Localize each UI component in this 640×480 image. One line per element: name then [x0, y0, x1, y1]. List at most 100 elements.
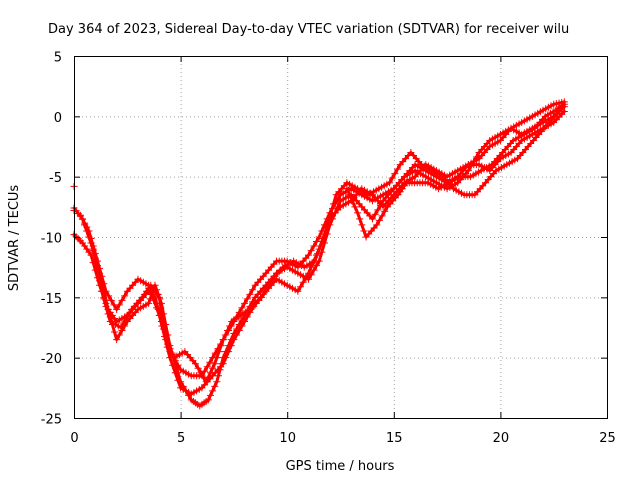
series-track-2-point — [206, 391, 214, 399]
series-track-3-point — [150, 296, 158, 304]
series-track-3-point — [76, 211, 84, 219]
series-track-4-point — [209, 364, 217, 372]
grid — [74, 56, 607, 418]
series-track-3-point — [115, 301, 123, 309]
series-track-4-point — [327, 209, 335, 217]
y-tick-label: -10 — [41, 232, 62, 247]
series-track-4-point — [125, 310, 133, 318]
series-track-4-point — [96, 277, 104, 285]
series-track-3-point — [79, 215, 87, 223]
series-track-3-point — [302, 274, 310, 282]
series-track-4-point — [211, 360, 219, 368]
series-track-4-point — [319, 235, 327, 243]
series-track-1-point — [315, 233, 323, 241]
series-track-4-point — [322, 227, 330, 235]
series-track-4-point — [215, 348, 223, 356]
series-track-3-point — [294, 287, 302, 295]
series-track-5-point — [354, 209, 362, 217]
series-track-2-point — [371, 210, 379, 218]
x-axis-label: GPS time / hours — [286, 459, 395, 474]
series-track-1-point — [305, 251, 313, 259]
series-track-3-point — [105, 292, 113, 300]
x-tick-labels: 0 5 10 15 20 25 — [70, 431, 615, 446]
series-track-1-point — [238, 304, 246, 312]
series-track-5-point — [348, 197, 356, 205]
series-track-4-point — [104, 310, 112, 318]
series-track-2-point — [313, 262, 321, 270]
series-track-1-point — [310, 242, 318, 250]
series-track-4-point — [120, 319, 128, 327]
series-track-3-point — [225, 348, 233, 356]
series-track-5-point — [378, 212, 386, 220]
series-track-4-point — [93, 266, 101, 274]
series-track-4-point — [204, 373, 212, 381]
series-track-4-point — [324, 218, 332, 226]
series-track-4-point — [155, 293, 163, 301]
series-track-3-point — [305, 269, 313, 277]
y-tick-label: 0 — [54, 111, 62, 126]
series-track-3-point — [560, 108, 568, 116]
series-track-5-point — [381, 207, 389, 215]
series-track-5-point — [356, 215, 364, 223]
series-track-2-point — [115, 331, 123, 339]
series-track-2-point — [211, 382, 219, 390]
series-track-4-point — [316, 242, 324, 250]
series-track-3-point — [121, 292, 129, 300]
series-track-4-point — [162, 336, 170, 344]
series-track-4-point — [217, 342, 225, 350]
series-track-5-point — [343, 185, 351, 193]
series-track-4-point — [85, 233, 93, 241]
series-track-4-point — [102, 302, 110, 310]
series-track-1-point — [246, 290, 254, 298]
series-track-2-point — [145, 299, 153, 307]
series-track-3-point — [297, 283, 305, 291]
series-track-4-point — [213, 354, 221, 362]
series-track-4-point — [166, 345, 174, 353]
series-track-4-point — [266, 280, 274, 288]
series-track-5-point — [358, 221, 366, 229]
series-track-4-point — [192, 360, 200, 368]
x-tick-label: 20 — [493, 431, 510, 446]
y-tick-label: -15 — [41, 292, 62, 307]
series-track-4-point — [224, 327, 232, 335]
series-track-4-point — [157, 304, 165, 312]
series-track-4-point — [394, 165, 402, 173]
series-track-5-point — [373, 221, 381, 229]
series-track-5-point — [375, 216, 383, 224]
series-track-1-point — [206, 358, 214, 366]
series-track-4-point — [197, 369, 205, 377]
series-track-4-point — [98, 287, 106, 295]
y-axis-label: SDTVAR / TECUs — [7, 185, 22, 292]
series-layer — [70, 98, 568, 410]
chart-title: Day 364 of 2023, Sidereal Day-to-day VTE… — [48, 22, 569, 37]
series-track-4-point — [81, 221, 89, 229]
series-track-1-point — [243, 295, 251, 303]
x-tick-label: 10 — [279, 431, 296, 446]
series-track-3-point — [230, 336, 238, 344]
series-track-4-point — [158, 314, 166, 322]
series-track-4-point — [226, 322, 234, 330]
series-track-3-point — [169, 361, 177, 369]
y-tick-label: -5 — [49, 171, 62, 186]
series-track-3-point — [219, 360, 227, 368]
series-track-4-point — [206, 369, 214, 377]
series-track-4-point — [391, 170, 399, 178]
x-tick-label: 5 — [177, 431, 185, 446]
series-track-2-point — [368, 215, 376, 223]
series-track-1-point — [241, 299, 249, 307]
series-track-5-point — [560, 100, 568, 108]
series-track-4-point — [219, 336, 227, 344]
series-track-3-point — [238, 322, 246, 330]
series-track-4-point — [164, 340, 172, 348]
series-track-4-point — [260, 289, 268, 297]
series-track-2-point — [213, 378, 221, 386]
series-track-4-point — [160, 325, 168, 333]
series-track-3-point — [107, 296, 115, 304]
series-track-2-point — [113, 336, 121, 344]
series-track-4-point — [258, 293, 266, 301]
series-track-1-point — [249, 286, 257, 294]
series-track-4-point — [89, 245, 97, 253]
series-track-4-point — [314, 250, 322, 258]
series-track-4-point — [311, 257, 319, 265]
series-track-4-point — [117, 324, 125, 331]
